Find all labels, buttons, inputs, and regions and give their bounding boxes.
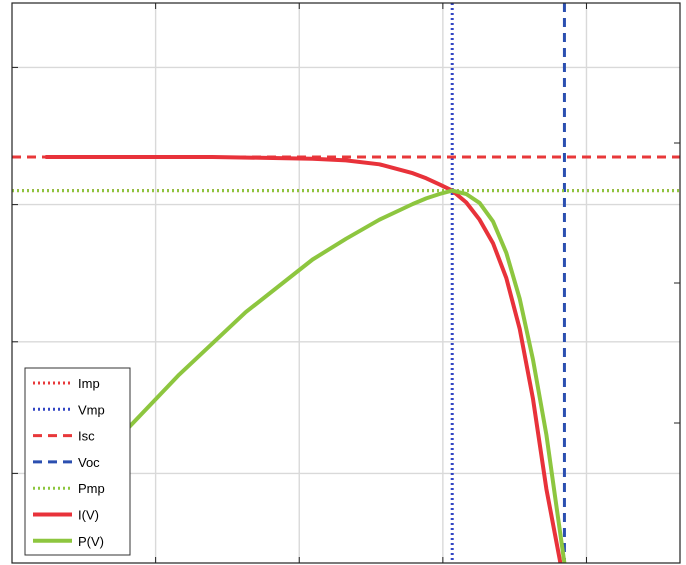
tick-marks	[12, 3, 680, 563]
legend-box	[24, 367, 131, 556]
legend-label-pv: P(V)	[78, 534, 104, 549]
pv-curve	[124, 188, 567, 564]
legend-label-pmp: Pmp	[78, 481, 105, 496]
legend-label-voc: Voc	[78, 455, 100, 470]
legend-label-isc: Isc	[78, 429, 95, 444]
series	[45, 155, 567, 564]
legend-label-vmp: Vmp	[78, 402, 105, 417]
legend: Imp Vmp Isc Voc Pmp I(V) P(V)	[24, 367, 131, 556]
legend-label-imp: Imp	[78, 376, 100, 391]
iv-curve	[45, 155, 563, 564]
legend-label-iv: I(V)	[78, 508, 99, 523]
